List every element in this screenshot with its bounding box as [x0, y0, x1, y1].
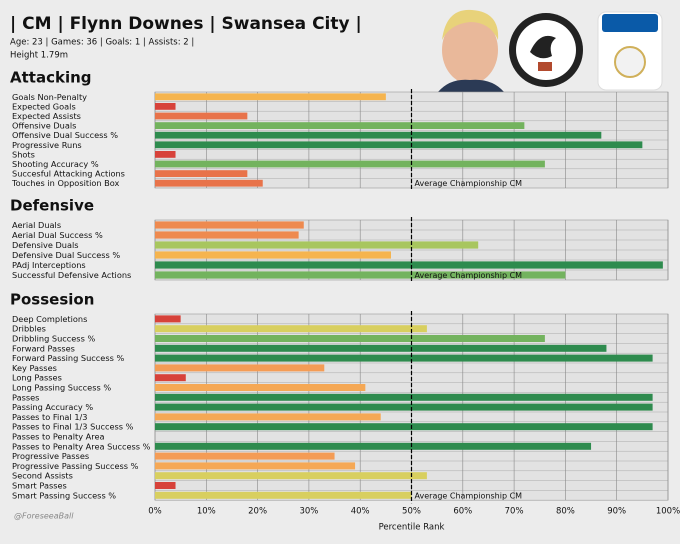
- bar: [155, 364, 325, 372]
- category-label: Passing Accuracy %: [12, 402, 93, 412]
- x-tick-label: 70%: [505, 507, 524, 517]
- bar: [155, 491, 412, 499]
- category-label: Second Assists: [12, 471, 73, 481]
- bar: [155, 93, 386, 101]
- category-label: Goals Non-Penalty: [12, 92, 87, 102]
- club-crest: [509, 13, 583, 87]
- bar: [155, 103, 176, 110]
- title: | CM | Flynn Downes | Swansea City |: [10, 14, 362, 34]
- bar: [155, 251, 391, 259]
- bar: [155, 221, 304, 229]
- category-label: Long Passes: [12, 373, 62, 383]
- bar: [155, 335, 545, 342]
- x-tick-label: 10%: [197, 507, 216, 517]
- bar: [155, 374, 186, 382]
- category-label: Expected Goals: [12, 101, 76, 111]
- bar: [155, 384, 366, 391]
- x-tick-label: 100%: [656, 507, 680, 517]
- category-label: Long Passing Success %: [12, 383, 111, 393]
- bar: [155, 403, 653, 411]
- x-tick-label: 40%: [351, 507, 370, 517]
- category-label: Smart Passes: [12, 481, 67, 491]
- category-label: Aerial Dual Success %: [12, 230, 103, 240]
- category-label: Shots: [12, 149, 35, 159]
- annotation: Average Championship CM: [415, 179, 523, 188]
- bar: [155, 344, 607, 352]
- category-label: Passes to Penalty Area: [12, 432, 105, 442]
- category-label: Passes to Penalty Area Success %: [12, 441, 151, 451]
- category-label: Key Passes: [12, 363, 57, 373]
- bar: [155, 442, 592, 450]
- bar: [155, 151, 176, 158]
- category-label: Defensive Dual Success %: [12, 250, 120, 260]
- watermark: @ForeseeaBall: [14, 512, 74, 521]
- x-tick-label: 30%: [299, 507, 318, 517]
- category-label: Dribbles: [12, 324, 46, 334]
- x-tick-label: 20%: [248, 507, 267, 517]
- bar: [155, 462, 356, 470]
- subtitle: Height 1.79m: [10, 51, 68, 61]
- category-label: Progressive Passes: [12, 451, 89, 461]
- bar: [155, 261, 663, 269]
- section-title: Possesion: [10, 291, 94, 309]
- x-tick-label: 80%: [556, 507, 575, 517]
- bar: [155, 131, 602, 139]
- bar: [155, 179, 263, 187]
- category-label: Succesful Attacking Actions: [12, 169, 125, 179]
- category-label: Progressive Runs: [12, 140, 82, 150]
- category-label: PAdj Interceptions: [12, 260, 86, 270]
- category-label: Progressive Passing Success %: [12, 461, 139, 471]
- category-label: Passes to Final 1/3 Success %: [12, 422, 134, 432]
- bar: [155, 141, 643, 149]
- bar: [155, 325, 427, 333]
- bar: [155, 423, 653, 431]
- bar: [155, 241, 479, 249]
- bar: [155, 413, 381, 421]
- x-axis-label: Percentile Rank: [379, 523, 445, 533]
- category-label: Forward Passes: [12, 343, 75, 353]
- category-label: Aerial Duals: [12, 220, 61, 230]
- bar: [155, 170, 248, 177]
- subtitle: Age: 23 | Games: 36 | Goals: 1 | Assists…: [10, 38, 194, 48]
- bar: [155, 354, 653, 362]
- x-tick-label: 50%: [402, 507, 421, 517]
- x-tick-label: 0%: [148, 507, 162, 517]
- annotation: Average Championship CM: [415, 491, 523, 500]
- category-label: Successful Defensive Actions: [12, 270, 131, 280]
- x-tick-label: 90%: [607, 507, 626, 517]
- category-label: Expected Assists: [12, 111, 81, 121]
- bar: [155, 112, 248, 120]
- bar: [155, 452, 335, 460]
- player-photo: [438, 9, 504, 92]
- category-label: Dribbling Success %: [12, 334, 95, 344]
- section-title: Defensive: [10, 197, 94, 215]
- league-logo: [597, 11, 663, 91]
- section-title: Attacking: [10, 69, 92, 87]
- bar: [155, 271, 566, 279]
- category-label: Touches in Opposition Box: [11, 178, 120, 188]
- category-label: Defensive Duals: [12, 240, 79, 250]
- category-label: Forward Passing Success %: [12, 353, 124, 363]
- bar: [155, 122, 525, 129]
- bar: [155, 315, 181, 323]
- bar: [155, 393, 653, 401]
- x-tick-label: 60%: [453, 507, 472, 517]
- category-label: Offensive Duals: [12, 121, 76, 131]
- category-label: Smart Passing Success %: [12, 490, 116, 500]
- category-label: Passes to Final 1/3: [12, 412, 88, 422]
- annotation: Average Championship CM: [415, 271, 523, 280]
- bar: [155, 160, 545, 168]
- category-label: Shooting Accuracy %: [12, 159, 99, 169]
- category-label: Passes: [12, 392, 39, 402]
- bar: [155, 472, 427, 480]
- category-label: Deep Completions: [12, 314, 87, 324]
- bar: [155, 231, 299, 239]
- category-label: Offensive Dual Success %: [12, 130, 118, 140]
- bar: [155, 482, 176, 489]
